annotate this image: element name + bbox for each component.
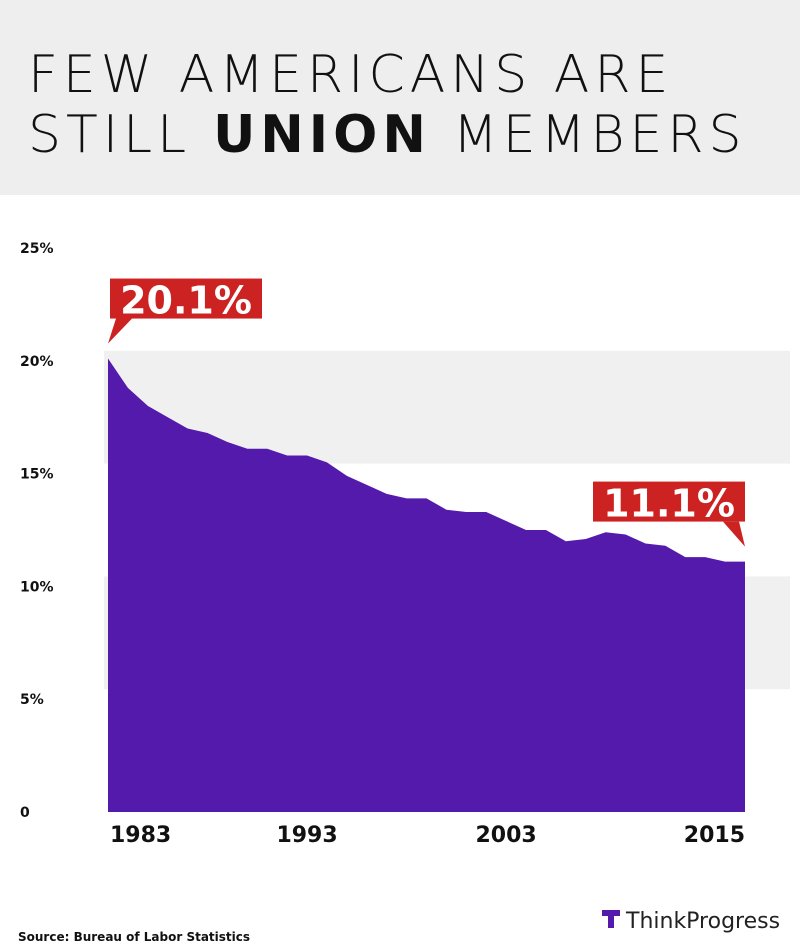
title-bold-word: UNION <box>213 105 431 165</box>
plot: 20.1% 11.1% <box>108 278 745 812</box>
callout-box <box>110 278 262 319</box>
callout-box <box>593 481 745 522</box>
title-line-2: STILL UNION MEMBERS <box>28 105 747 165</box>
y-tick-label: 0 <box>20 805 30 821</box>
x-tick-label: 1993 <box>276 823 337 848</box>
title-line-1: FEW AMERICANS ARE <box>28 45 673 105</box>
x-tick-label: 1983 <box>110 823 171 848</box>
data-label: 11.1% <box>603 482 735 526</box>
brand: ThinkProgress <box>625 909 780 934</box>
y-tick-label: 20% <box>20 354 54 370</box>
x-tick-label: 2015 <box>684 823 745 848</box>
logo-stem <box>608 910 614 928</box>
callout-pointer <box>723 521 745 547</box>
title-word: STILL <box>28 105 191 165</box>
y-tick-label: 10% <box>20 579 54 595</box>
y-tick-label: 25% <box>20 241 54 257</box>
x-tick-label: 2003 <box>476 823 537 848</box>
area <box>108 358 745 812</box>
source: Source: Bureau of Labor Statistics <box>18 930 250 944</box>
title-word: MEMBERS <box>453 105 747 165</box>
y-tick-label: 5% <box>20 692 44 708</box>
callout-pointer <box>108 318 132 344</box>
y-tick-label: 15% <box>20 467 54 483</box>
data-label: 20.1% <box>120 279 252 323</box>
header-background <box>0 0 800 195</box>
